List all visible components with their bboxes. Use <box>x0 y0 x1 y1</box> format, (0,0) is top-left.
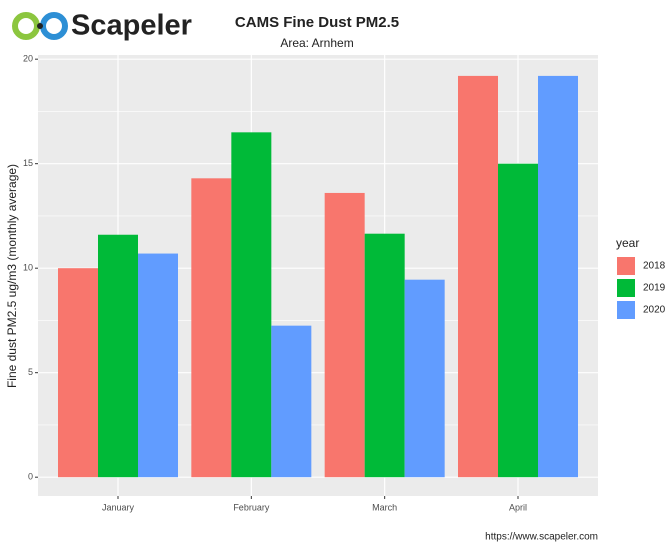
logo <box>12 12 68 40</box>
bar <box>404 279 445 478</box>
bar <box>364 233 405 478</box>
x-tick-label: March <box>372 502 397 512</box>
chart-title: CAMS Fine Dust PM2.5 <box>235 14 399 31</box>
footer: https://www.scapeler.com <box>485 532 598 542</box>
bar <box>138 253 178 478</box>
bar <box>191 178 232 478</box>
bar <box>98 234 138 478</box>
bar <box>538 75 578 478</box>
y-tick-label: 10 <box>23 263 33 273</box>
bar <box>324 192 365 478</box>
y-tick-label: 0 <box>28 472 33 482</box>
bar <box>458 75 498 478</box>
legend-label: 2018 <box>643 261 666 272</box>
y-axis-label: Fine dust PM2.5 ug/m3 (monthly average) <box>5 164 19 388</box>
bar <box>58 268 98 478</box>
x-tick-label: April <box>509 502 527 512</box>
legend-swatch <box>617 257 635 275</box>
bar <box>231 132 272 478</box>
logo-ring <box>40 12 68 40</box>
y-tick-label: 5 <box>28 367 33 377</box>
chart-subtitle: Area: Arnhem <box>280 36 353 50</box>
logo-dot <box>37 23 43 29</box>
legend-swatch <box>617 279 635 297</box>
bar <box>271 325 312 478</box>
legend-label: 2020 <box>643 305 666 316</box>
legend-title: year <box>616 236 639 250</box>
bar <box>498 163 538 478</box>
y-tick-label: 15 <box>23 158 33 168</box>
x-tick-label: January <box>102 502 135 512</box>
x-tick-label: February <box>233 502 270 512</box>
legend-swatch <box>617 301 635 319</box>
y-tick-label: 20 <box>23 54 33 64</box>
legend-label: 2019 <box>643 283 666 294</box>
logo-ring <box>12 12 40 40</box>
brand: Scapeler <box>71 10 192 42</box>
